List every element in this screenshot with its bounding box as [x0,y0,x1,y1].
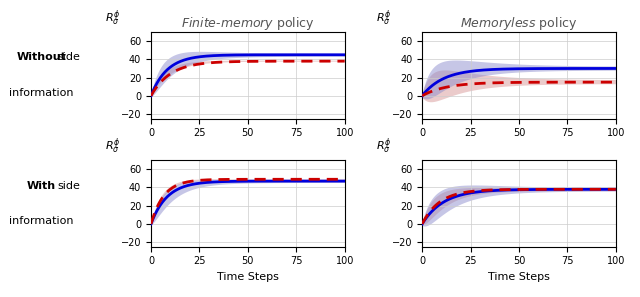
Text: information: information [10,216,74,226]
Text: side: side [58,53,81,62]
Text: Without: Without [17,53,67,62]
Text: With: With [27,181,56,191]
Y-axis label: $R^{\phi}_{\sigma}$: $R^{\phi}_{\sigma}$ [376,8,391,28]
Y-axis label: $R^{\phi}_{\sigma}$: $R^{\phi}_{\sigma}$ [376,136,391,156]
Text: information: information [10,88,74,98]
Y-axis label: $R^{\phi}_{\sigma}$: $R^{\phi}_{\sigma}$ [104,136,120,156]
Text: side: side [58,181,81,191]
X-axis label: Time Steps: Time Steps [217,272,279,282]
Title: $\mathit{Finite}$-$\mathit{memory}$ policy: $\mathit{Finite}$-$\mathit{memory}$ poli… [181,15,315,32]
X-axis label: Time Steps: Time Steps [488,272,550,282]
Title: $\mathit{Memoryless}$ policy: $\mathit{Memoryless}$ policy [460,15,578,32]
Y-axis label: $R^{\phi}_{\sigma}$: $R^{\phi}_{\sigma}$ [104,8,120,28]
